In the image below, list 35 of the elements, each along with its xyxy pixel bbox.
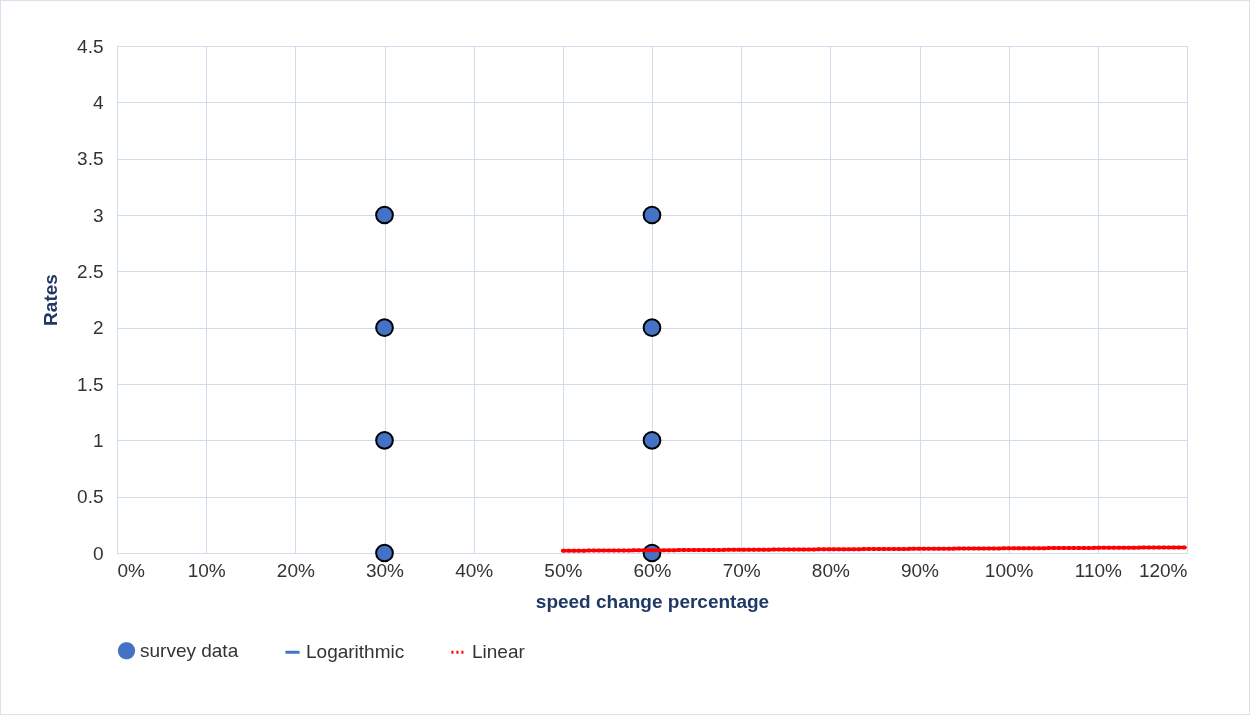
- y-tick-label: 1: [92, 429, 104, 451]
- legend-label: Linear: [472, 641, 526, 663]
- legend-label: survey data: [140, 639, 239, 661]
- point: [375, 205, 394, 225]
- point: [375, 543, 394, 563]
- y-tick-label: 4: [92, 91, 104, 113]
- x-tick-label: 110%: [1074, 559, 1123, 581]
- y-axis-title: Rates: [40, 274, 62, 326]
- x-axis-title: speed change percentage: [535, 590, 770, 612]
- x-tick-label: 70%: [722, 559, 761, 581]
- x-tick-label: 90%: [900, 559, 940, 581]
- x-tick-label: 0%: [117, 559, 146, 581]
- x-tick-label: 120%: [1138, 559, 1188, 581]
- point: [642, 205, 662, 225]
- x-tick-label: 50%: [544, 559, 583, 581]
- point: [375, 430, 394, 450]
- x-tick-label: 30%: [365, 559, 405, 581]
- y-tick-label: 4.5: [77, 35, 104, 57]
- x-tick-label: 10%: [187, 559, 226, 581]
- legend-label: Logarithmic: [306, 641, 405, 663]
- x-tick-label: 60%: [633, 559, 672, 581]
- point: [642, 318, 662, 338]
- point: [375, 318, 394, 338]
- y-tick-label: 2.5: [77, 260, 104, 282]
- x-tick-label: 80%: [811, 559, 850, 581]
- point: [642, 430, 662, 450]
- x-tick-label: 40%: [455, 559, 494, 581]
- x-tick-label: 20%: [276, 559, 315, 581]
- y-tick-label: 1.5: [77, 373, 104, 395]
- y-tick-label: 0: [92, 542, 104, 564]
- y-tick-label: 0.5: [77, 486, 104, 508]
- y-tick-label: 2: [92, 317, 104, 339]
- y-tick-label: 3.5: [77, 148, 104, 170]
- x-tick-label: 100%: [984, 559, 1034, 581]
- y-tick-label: 3: [92, 204, 104, 226]
